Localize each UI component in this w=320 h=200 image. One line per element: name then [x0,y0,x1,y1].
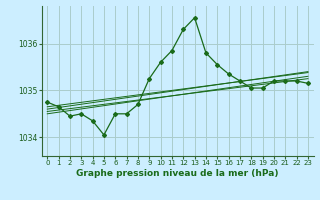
X-axis label: Graphe pression niveau de la mer (hPa): Graphe pression niveau de la mer (hPa) [76,169,279,178]
